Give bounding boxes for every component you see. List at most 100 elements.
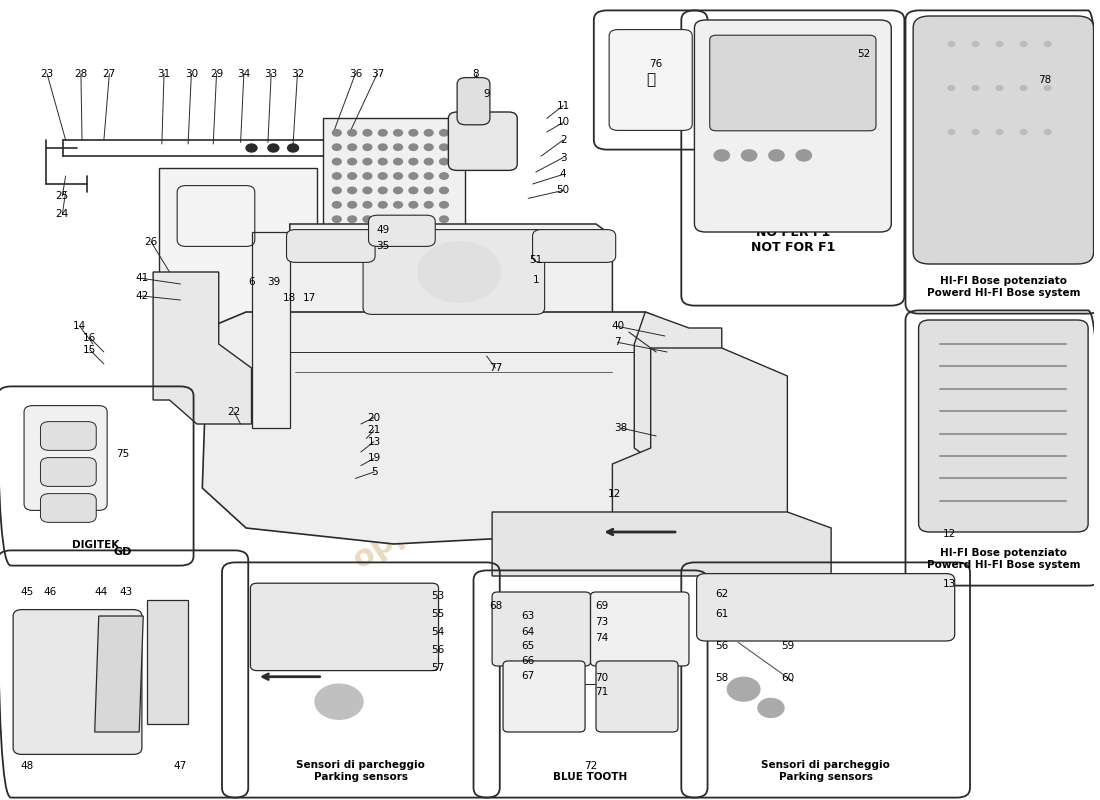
- Circle shape: [997, 130, 1003, 134]
- Circle shape: [246, 144, 257, 152]
- Circle shape: [394, 216, 403, 222]
- Text: 78: 78: [1037, 75, 1050, 85]
- FancyBboxPatch shape: [696, 574, 955, 641]
- Circle shape: [425, 202, 433, 208]
- Circle shape: [378, 245, 387, 251]
- Circle shape: [348, 245, 356, 251]
- Text: 12: 12: [943, 530, 956, 539]
- Circle shape: [409, 158, 418, 165]
- Text: 56: 56: [715, 642, 728, 651]
- Circle shape: [440, 216, 449, 222]
- FancyBboxPatch shape: [532, 230, 616, 262]
- Circle shape: [363, 245, 372, 251]
- Polygon shape: [153, 272, 252, 424]
- Circle shape: [378, 202, 387, 208]
- Circle shape: [394, 144, 403, 150]
- Text: 13: 13: [367, 437, 381, 446]
- FancyBboxPatch shape: [286, 230, 375, 262]
- Circle shape: [409, 130, 418, 136]
- FancyBboxPatch shape: [41, 458, 96, 486]
- Text: 10: 10: [557, 118, 570, 127]
- Circle shape: [425, 130, 433, 136]
- Circle shape: [348, 230, 356, 237]
- Text: 68: 68: [488, 602, 502, 611]
- Circle shape: [394, 130, 403, 136]
- Text: 45: 45: [21, 587, 34, 597]
- Circle shape: [972, 86, 979, 90]
- Circle shape: [948, 86, 955, 90]
- Text: 11: 11: [557, 101, 570, 110]
- Circle shape: [348, 130, 356, 136]
- Text: 75: 75: [116, 450, 129, 459]
- Circle shape: [425, 245, 433, 251]
- Circle shape: [425, 173, 433, 179]
- Circle shape: [440, 130, 449, 136]
- Text: 67: 67: [521, 671, 535, 681]
- Text: 46: 46: [44, 587, 57, 597]
- Text: 39: 39: [267, 277, 280, 286]
- Text: 61: 61: [715, 610, 728, 619]
- Circle shape: [1021, 130, 1027, 134]
- Circle shape: [425, 216, 433, 222]
- Text: 76: 76: [649, 59, 663, 69]
- FancyBboxPatch shape: [596, 661, 678, 732]
- Text: 66: 66: [521, 656, 535, 666]
- Text: GD: GD: [113, 547, 132, 557]
- Circle shape: [268, 144, 279, 152]
- Text: 15: 15: [82, 345, 97, 354]
- Circle shape: [1044, 86, 1050, 90]
- Text: 24: 24: [56, 210, 69, 219]
- Circle shape: [332, 202, 341, 208]
- Circle shape: [409, 245, 418, 251]
- Text: 57: 57: [431, 663, 444, 673]
- Circle shape: [972, 42, 979, 46]
- Circle shape: [796, 150, 812, 161]
- Polygon shape: [492, 512, 832, 576]
- Text: 19: 19: [367, 454, 381, 463]
- Circle shape: [332, 216, 341, 222]
- Circle shape: [332, 230, 341, 237]
- Polygon shape: [635, 312, 722, 464]
- FancyBboxPatch shape: [492, 592, 591, 666]
- Circle shape: [440, 245, 449, 251]
- Circle shape: [315, 684, 363, 719]
- Text: 56: 56: [431, 645, 444, 654]
- Circle shape: [348, 173, 356, 179]
- Text: 38: 38: [615, 423, 628, 433]
- Text: Sensori di parcheggio
Parking sensors: Sensori di parcheggio Parking sensors: [761, 760, 890, 782]
- Polygon shape: [322, 118, 465, 268]
- Text: 52: 52: [857, 50, 870, 59]
- Circle shape: [332, 245, 341, 251]
- FancyBboxPatch shape: [363, 230, 544, 314]
- Text: 71: 71: [595, 687, 608, 697]
- Text: 72: 72: [584, 762, 597, 771]
- Circle shape: [332, 144, 341, 150]
- FancyBboxPatch shape: [24, 406, 107, 510]
- Text: 70: 70: [595, 674, 608, 683]
- Circle shape: [348, 187, 356, 194]
- Text: Autoditec
opportunity since 1985: Autoditec opportunity since 1985: [330, 306, 698, 574]
- Circle shape: [394, 173, 403, 179]
- Text: 40: 40: [612, 322, 625, 331]
- Text: DIGITEK: DIGITEK: [73, 539, 119, 550]
- Circle shape: [997, 42, 1003, 46]
- Text: 25: 25: [56, 191, 69, 201]
- Circle shape: [1044, 130, 1050, 134]
- Circle shape: [714, 150, 729, 161]
- Circle shape: [409, 173, 418, 179]
- Circle shape: [409, 216, 418, 222]
- Circle shape: [972, 130, 979, 134]
- Circle shape: [1044, 42, 1050, 46]
- FancyBboxPatch shape: [694, 20, 891, 232]
- Text: 36: 36: [349, 69, 362, 78]
- Polygon shape: [613, 348, 788, 560]
- FancyBboxPatch shape: [458, 78, 490, 125]
- Text: 44: 44: [94, 587, 107, 597]
- Text: HI-FI Bose potenziato
Powerd HI-FI Bose system: HI-FI Bose potenziato Powerd HI-FI Bose …: [926, 276, 1080, 298]
- Polygon shape: [289, 224, 613, 336]
- Circle shape: [758, 698, 784, 718]
- Circle shape: [378, 144, 387, 150]
- Circle shape: [363, 230, 372, 237]
- Text: 33: 33: [265, 69, 278, 78]
- Text: NO PER F1
NOT FOR F1: NO PER F1 NOT FOR F1: [750, 226, 835, 254]
